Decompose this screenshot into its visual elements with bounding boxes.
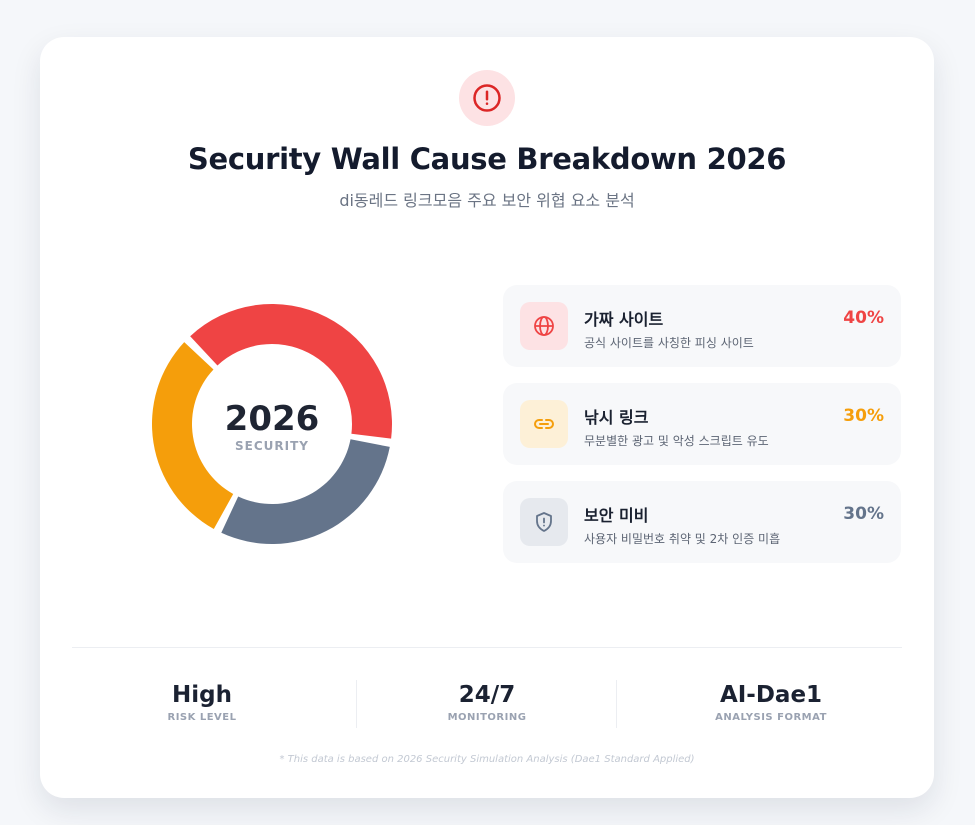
donut-center-value: 2026 (225, 399, 320, 439)
legend-value: 40% (843, 308, 884, 328)
stat-risk-level: High RISK LEVEL (102, 682, 302, 723)
footnote: * This data is based on 2026 Security Si… (279, 754, 695, 765)
stat-monitoring: 24/7 MONITORING (387, 682, 587, 723)
stat-value: AI-Dae1 (719, 682, 823, 708)
page-subtitle: di동레드 링크모음 주요 보안 위협 요소 분석 (339, 191, 635, 210)
alert-badge (459, 70, 515, 126)
legend-label: 가짜 사이트 (584, 310, 664, 329)
legend-icon-box (520, 400, 568, 448)
donut-slice (152, 342, 234, 529)
legend-list: 가짜 사이트 공식 사이트를 사칭한 피싱 사이트 40% 낚시 링크 무분별한… (503, 285, 901, 579)
breakdown-card: Security Wall Cause Breakdown 2026 di동레드… (40, 37, 934, 798)
globe-icon (534, 316, 554, 336)
legend-item-fake-site: 가짜 사이트 공식 사이트를 사칭한 피싱 사이트 40% (503, 285, 901, 367)
shield-alert-icon (536, 512, 552, 532)
donut-center-label: SECURITY (235, 439, 309, 453)
stat-label: MONITORING (447, 712, 527, 723)
donut-slice (221, 439, 390, 544)
stat-separator (616, 680, 617, 728)
divider (72, 647, 902, 648)
legend-value: 30% (843, 504, 884, 524)
legend-icon-box (520, 302, 568, 350)
stat-value: High (172, 682, 232, 708)
legend-desc: 사용자 비밀번호 취약 및 2차 인증 미흡 (584, 532, 781, 546)
stat-label: RISK LEVEL (167, 712, 237, 723)
legend-desc: 무분별한 광고 및 악성 스크립트 유도 (584, 434, 769, 448)
legend-label: 보안 미비 (584, 506, 649, 525)
stat-separator (356, 680, 357, 728)
link-icon (534, 419, 554, 429)
legend-desc: 공식 사이트를 사칭한 피싱 사이트 (584, 336, 754, 350)
page-title: Security Wall Cause Breakdown 2026 (187, 142, 787, 176)
legend-icon-box (520, 498, 568, 546)
stat-label: ANALYSIS FORMAT (715, 712, 827, 723)
alert-circle-icon (473, 84, 501, 112)
legend-value: 30% (843, 406, 884, 426)
legend-item-weak-security: 보안 미비 사용자 비밀번호 취약 및 2차 인증 미흡 30% (503, 481, 901, 563)
stat-value: 24/7 (458, 682, 516, 708)
donut-chart: 2026 SECURITY (152, 304, 392, 544)
legend-item-phishing-link: 낚시 링크 무분별한 광고 및 악성 스크립트 유도 30% (503, 383, 901, 465)
legend-label: 낚시 링크 (584, 408, 649, 427)
stat-analysis-format: AI-Dae1 ANALYSIS FORMAT (671, 682, 871, 723)
donut-slice (190, 304, 392, 439)
